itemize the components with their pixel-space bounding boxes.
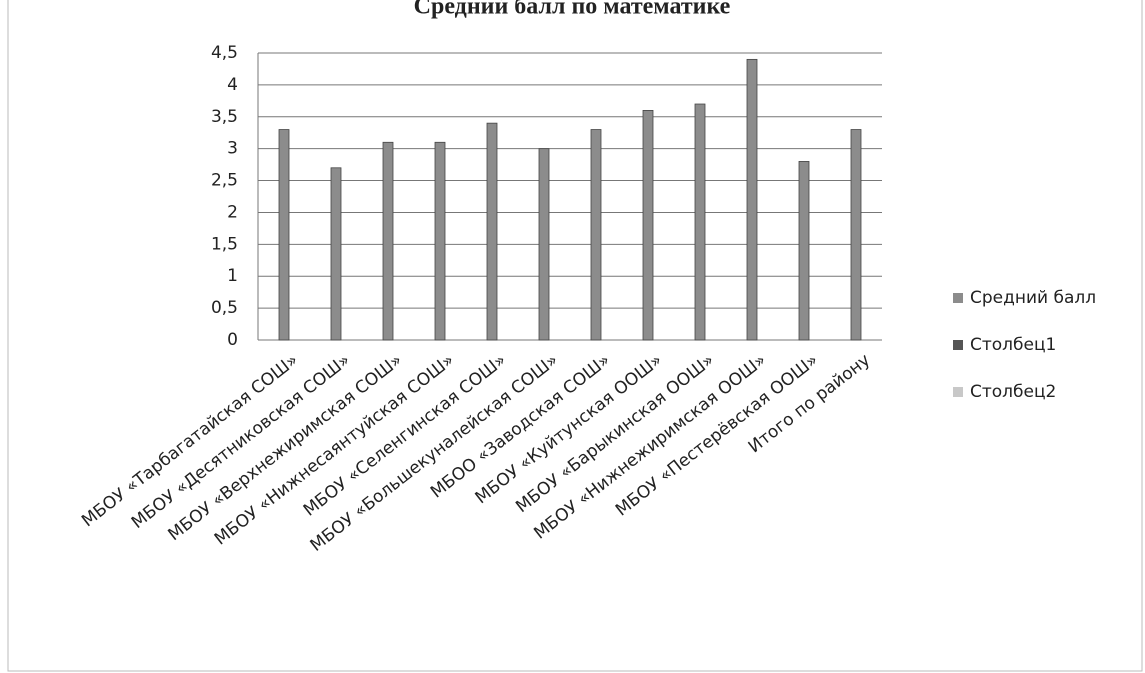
bar xyxy=(850,129,862,341)
y-tick-label: 1 xyxy=(227,266,238,286)
bar xyxy=(434,141,446,341)
chart-frame xyxy=(7,0,1143,672)
y-tick-label: 1,5 xyxy=(211,234,238,254)
y-tick-label: 3,5 xyxy=(211,107,238,127)
bar xyxy=(798,161,810,341)
legend-label: Средний балл xyxy=(970,288,1096,308)
bar xyxy=(382,141,394,341)
bar xyxy=(330,167,342,341)
y-tick-label: 3 xyxy=(227,139,238,159)
bar xyxy=(538,148,550,341)
bar xyxy=(642,110,654,341)
y-tick-label: 4,5 xyxy=(211,43,238,63)
y-tick-label: 0,5 xyxy=(211,298,238,318)
legend-label: Столбец2 xyxy=(970,382,1056,402)
y-tick-label: 4 xyxy=(227,75,238,95)
bar xyxy=(694,103,706,341)
legend-swatch xyxy=(953,387,963,397)
bar xyxy=(278,129,290,341)
bar xyxy=(746,58,758,341)
legend-label: Столбец1 xyxy=(970,335,1056,355)
y-tick-label: 0 xyxy=(227,330,238,350)
legend-swatch xyxy=(953,293,963,303)
legend-swatch xyxy=(953,340,963,350)
y-tick-label: 2 xyxy=(227,202,238,222)
chart-title: Средний балл по математике xyxy=(414,0,731,20)
bar xyxy=(486,122,498,341)
y-tick-label: 2,5 xyxy=(211,171,238,191)
bar xyxy=(590,129,602,341)
